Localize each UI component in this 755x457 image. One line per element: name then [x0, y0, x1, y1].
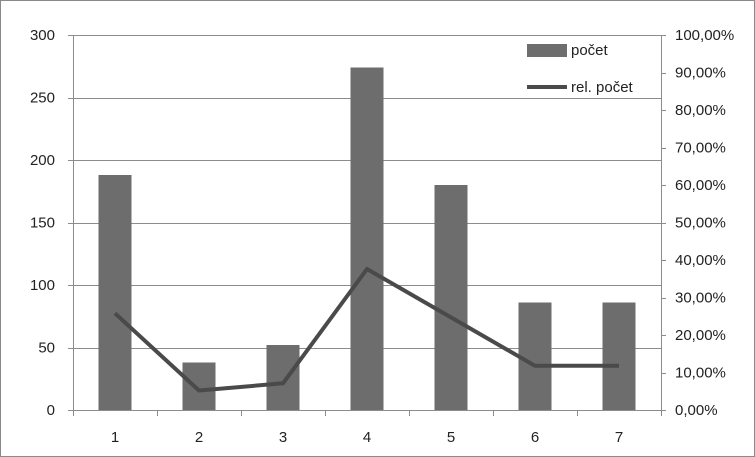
x-tick-label: 1 [111, 429, 119, 446]
bar [182, 362, 216, 410]
line-path [113, 267, 619, 393]
y-left-tick-label: 50 [38, 340, 55, 357]
x-tick-labels: 1 2 3 4 5 6 7 [111, 429, 623, 446]
y-right-tick-label: 20,00% [675, 327, 726, 344]
bar [602, 302, 636, 410]
x-tick-label: 4 [363, 429, 371, 446]
legend-swatch-bar [527, 44, 567, 57]
line-series [113, 267, 619, 393]
axes [68, 35, 666, 416]
y-left-tick-labels: 0 50 100 150 200 250 300 [30, 27, 55, 419]
y-right-tick-label: 10,00% [675, 365, 726, 382]
y-left-tick-label: 200 [30, 152, 55, 169]
legend-label-line: rel. počet [571, 79, 634, 96]
x-tick-label: 6 [531, 429, 539, 446]
y-right-tick-label: 40,00% [675, 252, 726, 269]
bar [98, 175, 132, 410]
y-left-tick-label: 100 [30, 277, 55, 294]
y-right-tick-label: 80,00% [675, 102, 726, 119]
x-tick-label: 7 [615, 429, 623, 446]
x-tick-label: 3 [279, 429, 287, 446]
x-tick-label: 2 [195, 429, 203, 446]
legend: počet rel. počet [527, 42, 634, 96]
y-left-tick-label: 300 [30, 27, 55, 44]
y-right-tick-label: 100,00% [675, 27, 734, 44]
y-right-tick-labels: 0,00% 10,00% 20,00% 30,00% 40,00% 50,00% 60,00… [675, 27, 734, 419]
bar-series [98, 67, 636, 410]
y-left-tick-label: 0 [47, 402, 55, 419]
bar [266, 345, 300, 410]
y-left-tick-label: 250 [30, 90, 55, 107]
legend-label-bar: počet [571, 42, 609, 59]
bar [350, 67, 384, 410]
y-left-tick-label: 150 [30, 215, 55, 232]
x-tick-label: 5 [447, 429, 455, 446]
y-right-tick-label: 60,00% [675, 177, 726, 194]
y-right-tick-label: 0,00% [675, 402, 718, 419]
y-right-tick-label: 50,00% [675, 215, 726, 232]
y-right-tick-label: 90,00% [675, 65, 726, 82]
y-right-tick-label: 70,00% [675, 140, 726, 157]
bar [434, 185, 468, 410]
bar [518, 302, 552, 410]
y-right-tick-label: 30,00% [675, 290, 726, 307]
